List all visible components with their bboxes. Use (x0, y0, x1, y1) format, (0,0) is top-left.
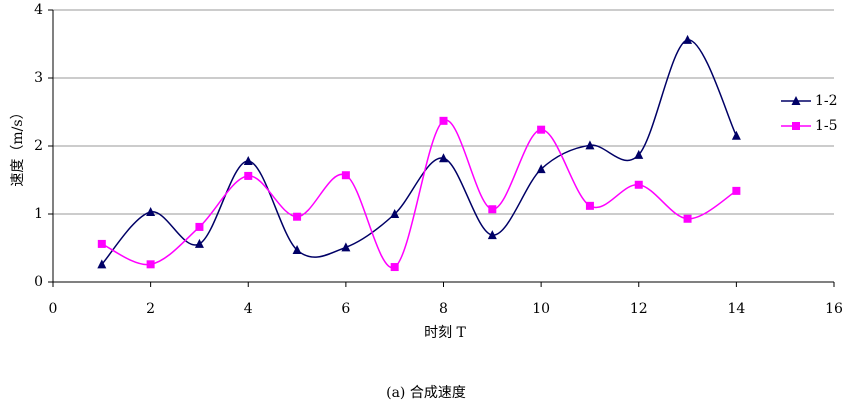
y-tick-label: 2 (34, 138, 43, 154)
caption: (a) 合成速度 (386, 385, 466, 401)
data-point (194, 238, 204, 248)
data-point (243, 155, 253, 165)
x-tick-label: 16 (825, 301, 843, 317)
legend-label: 1-5 (815, 118, 838, 134)
data-point (293, 212, 302, 221)
x-tick-label: 12 (630, 301, 648, 317)
y-tick-label: 1 (34, 206, 43, 222)
data-point (97, 259, 107, 269)
legend-label: 1-2 (815, 93, 838, 109)
data-point (487, 230, 497, 240)
data-point (585, 140, 595, 150)
data-point (341, 171, 350, 180)
series-line (101, 39, 738, 265)
data-point (390, 209, 400, 218)
data-point (439, 153, 448, 163)
data-point (536, 164, 546, 174)
data-point (439, 116, 448, 125)
x-tick-label: 4 (244, 301, 253, 317)
y-tick-label: 0 (34, 274, 43, 290)
x-tick-label: 2 (146, 301, 155, 317)
y-tick-label: 3 (34, 70, 43, 86)
data-point (341, 242, 351, 252)
data-point (244, 171, 253, 180)
data-point (683, 214, 692, 223)
data-point (195, 222, 204, 231)
data-point (146, 260, 155, 269)
data-point (97, 239, 106, 248)
x-tick-label: 10 (532, 301, 550, 317)
data-point (732, 186, 741, 195)
series-line (101, 119, 737, 269)
y-axis-label: 速度（m/s） (10, 105, 26, 186)
data-point (537, 125, 546, 134)
data-point (585, 201, 594, 210)
x-axis-label: 时刻 T (424, 325, 466, 341)
x-tick-label: 6 (341, 301, 350, 317)
data-point (731, 130, 741, 140)
data-point (292, 245, 302, 255)
x-tick-label: 8 (439, 301, 448, 317)
x-tick-label: 0 (49, 301, 58, 317)
legend-marker (792, 122, 800, 130)
data-point (146, 206, 156, 216)
data-point (488, 205, 497, 214)
data-point (634, 149, 644, 159)
legend-marker (791, 96, 801, 105)
data-point (683, 34, 693, 44)
data-point (390, 263, 399, 272)
y-tick-label: 4 (34, 2, 43, 18)
x-tick-label: 14 (727, 301, 745, 317)
data-point (634, 180, 643, 189)
